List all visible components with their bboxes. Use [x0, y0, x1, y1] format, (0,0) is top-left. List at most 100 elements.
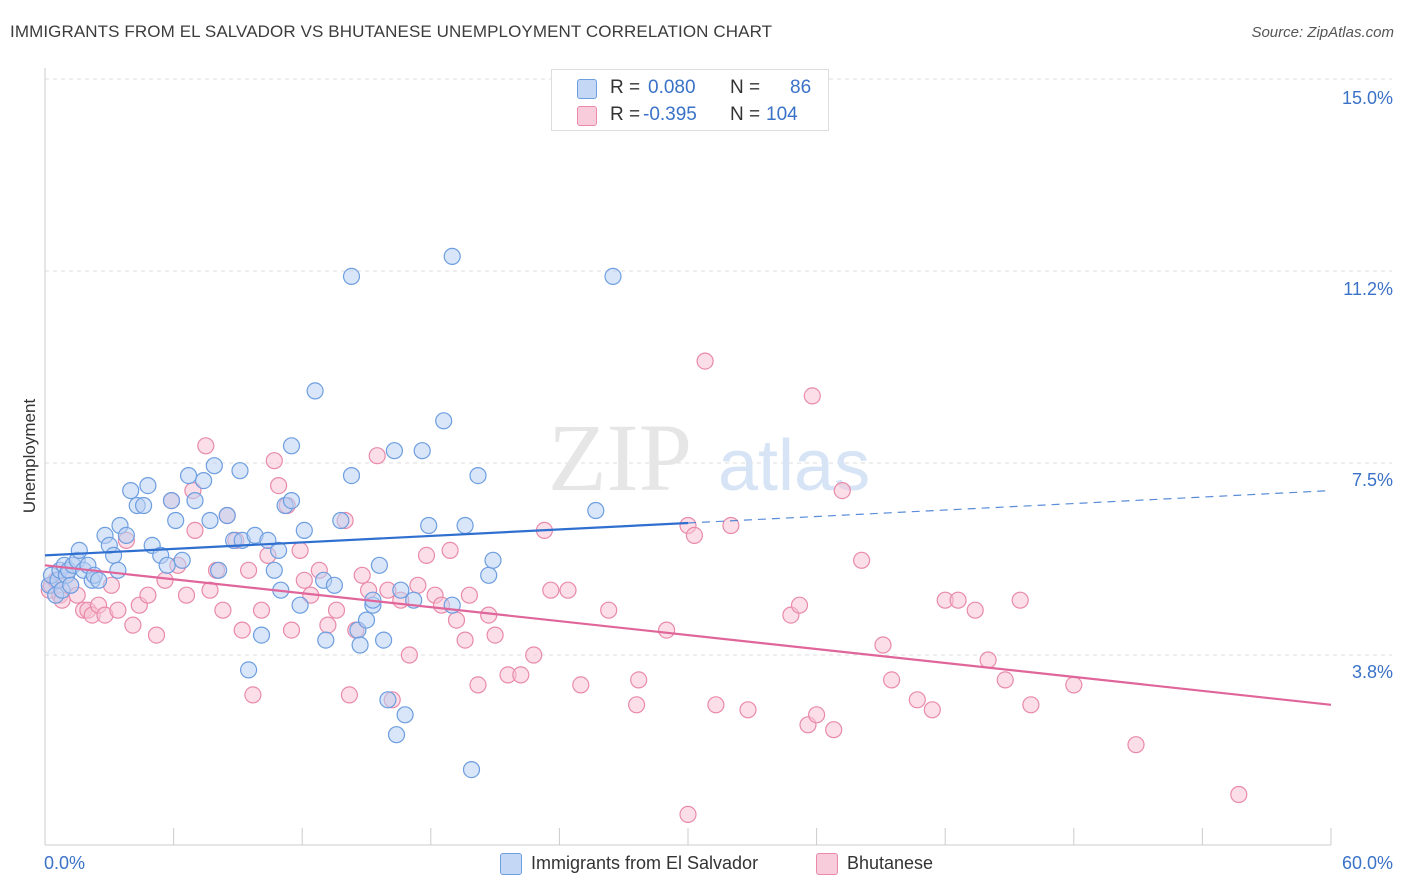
- bhutanese-point: [368, 447, 386, 465]
- bhutanese-point: [685, 526, 704, 545]
- stats-legend: R = 0.080 N = 86 R = -0.395 N = 104: [551, 69, 829, 131]
- legend-label: Bhutanese: [847, 853, 934, 873]
- el-salvador-point: [270, 541, 288, 560]
- y-tick-label: 11.2%: [1343, 279, 1393, 299]
- bhutanese-point: [447, 611, 466, 629]
- pink-swatch: [577, 106, 597, 126]
- bhutanese-point: [327, 601, 346, 619]
- bhutanese-point: [441, 541, 459, 560]
- el-salvador-point: [342, 467, 361, 485]
- axes: [44, 68, 1332, 846]
- bhutanese-point: [1230, 785, 1248, 804]
- n-label: N =: [730, 77, 761, 98]
- el-salvador-point: [587, 501, 605, 520]
- el-salvador-point: [62, 576, 80, 594]
- el-salvador-point: [351, 636, 369, 654]
- el-salvador-point: [180, 467, 198, 485]
- el-salvador-point: [342, 267, 361, 285]
- blue-swatch: [500, 853, 522, 875]
- el-salvador-point: [139, 477, 157, 495]
- stats-row-el-salvador: R = 0.080 N = 86: [552, 74, 828, 101]
- el-salvador-point: [379, 691, 397, 709]
- el-salvador-point: [117, 526, 136, 545]
- bhutanese-point: [790, 596, 809, 614]
- el-salvador-point: [385, 442, 403, 460]
- el-salvador-point: [325, 576, 343, 594]
- bhutanese-point: [512, 666, 530, 684]
- x-tick-label-max: 60.0%: [1342, 853, 1393, 873]
- el-salvador-point: [195, 472, 213, 490]
- r-value: -0.395: [643, 104, 697, 125]
- bhutanese-point: [657, 621, 676, 639]
- bhutanese-point: [874, 636, 892, 654]
- bhutanese-point: [966, 601, 984, 619]
- bhutanese-point: [486, 626, 504, 644]
- n-value: 104: [766, 104, 798, 125]
- bhutanese-trend: [44, 564, 1332, 706]
- bhutanese-point: [807, 706, 826, 724]
- bhutanese-point: [197, 437, 215, 455]
- bhutanese-point: [244, 686, 262, 704]
- bhutanese-point: [679, 805, 697, 824]
- el-salvador-point: [265, 561, 283, 579]
- bhutanese-point: [186, 521, 204, 540]
- bhutanese-point: [265, 452, 283, 470]
- bhutanese-point: [177, 586, 196, 604]
- bhutanese-point: [979, 651, 997, 669]
- el-salvador-point: [173, 551, 191, 569]
- bhutanese-point: [340, 686, 358, 704]
- n-value: 86: [790, 77, 812, 98]
- bhutanese-point: [996, 671, 1014, 689]
- el-salvador-point: [392, 581, 410, 599]
- el-salvador-trend: [44, 521, 689, 557]
- bhutanese-point: [722, 516, 740, 535]
- bhutanese-point: [572, 676, 590, 694]
- bhutanese-point: [1011, 591, 1029, 609]
- tick-labels: 15.0% 11.2% 7.5% 3.8% 0.0% 60.0%: [44, 88, 1393, 873]
- bhutanese-point: [882, 671, 901, 689]
- bhutanese-point: [600, 601, 618, 619]
- legend-label: Immigrants from El Salvador: [531, 853, 759, 873]
- el-salvador-point: [282, 437, 301, 455]
- el-salvador-point: [231, 462, 249, 480]
- el-salvador-point: [104, 546, 123, 565]
- el-salvador-point: [205, 457, 223, 475]
- bhutanese-point: [252, 601, 271, 619]
- el-salvador-point: [210, 561, 228, 579]
- chart-title: IMMIGRANTS FROM EL SALVADOR VS BHUTANESE…: [10, 22, 773, 41]
- el-salvador-point: [435, 412, 453, 430]
- chart-source: Source: ZipAtlas.com: [1251, 24, 1394, 41]
- bhutanese-point: [460, 586, 478, 604]
- bhutanese-point: [214, 601, 232, 619]
- bhutanese-point: [124, 616, 142, 634]
- el-salvador-points: [40, 247, 622, 779]
- watermark-zip: ZIP: [548, 404, 692, 511]
- r-label: R =: [610, 77, 641, 98]
- el-salvador-point: [456, 516, 474, 535]
- pink-swatch: [816, 853, 838, 875]
- y-tick-label: 15.0%: [1342, 88, 1393, 108]
- bhutanese-point: [949, 591, 967, 609]
- el-salvador-point: [122, 482, 140, 500]
- el-salvador-point: [357, 611, 376, 629]
- bhutanese-point: [291, 541, 309, 560]
- bhutanese-point: [627, 696, 646, 714]
- y-tick-label: 3.8%: [1352, 662, 1393, 682]
- bhutanese-point: [240, 561, 258, 579]
- r-value: 0.080: [648, 77, 696, 98]
- bhutanese-point: [803, 387, 821, 405]
- bhutanese-point: [1065, 676, 1083, 694]
- el-salvador-point: [218, 506, 236, 525]
- el-salvador-point: [240, 661, 258, 679]
- bhutanese-point: [139, 586, 157, 604]
- bhutanese-point: [559, 581, 577, 599]
- bhutanese-point: [707, 696, 725, 714]
- el-salvador-point: [201, 511, 219, 530]
- el-salvador-point: [469, 467, 487, 485]
- bhutanese-point: [908, 691, 926, 709]
- el-salvador-trend-extension: [687, 489, 1332, 524]
- bhutanese-point: [295, 571, 313, 589]
- el-salvador-point: [317, 631, 335, 649]
- bhutanese-point: [525, 646, 543, 664]
- el-salvador-point: [89, 571, 108, 589]
